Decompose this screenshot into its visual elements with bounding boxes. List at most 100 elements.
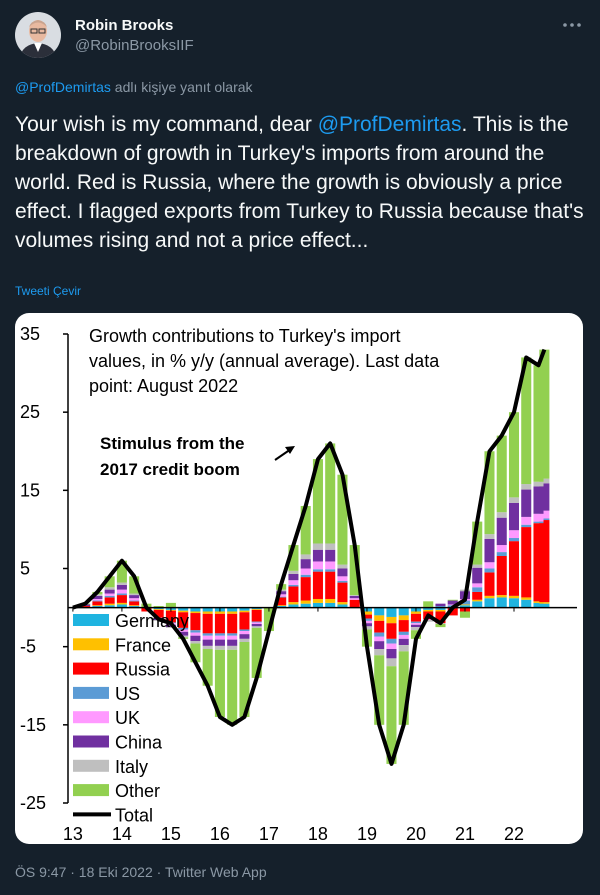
bar-segment	[251, 609, 262, 610]
bar-segment	[410, 613, 421, 622]
legend-swatch	[73, 638, 109, 651]
bar-segment	[337, 474, 348, 565]
bar-segment	[337, 581, 348, 583]
legend-swatch	[73, 711, 109, 724]
bar-segment	[239, 638, 250, 642]
bar-segment	[349, 598, 360, 600]
bar-segment	[521, 599, 532, 608]
bar-segment	[227, 645, 238, 650]
bar-segment	[386, 616, 397, 624]
bar-segment	[239, 641, 250, 718]
tweet-text: Your wish is my command, dear @ProfDemir…	[15, 110, 587, 255]
bar-segment	[104, 576, 115, 588]
y-tick-label: -5	[20, 637, 36, 657]
bar-segment	[300, 577, 311, 601]
bar-segment	[325, 598, 336, 603]
bar-segment	[116, 604, 127, 608]
bar-segment	[116, 602, 127, 605]
bar-segment	[447, 604, 458, 606]
bar-segment	[288, 604, 299, 608]
bar-segment	[227, 633, 238, 636]
bar-segment	[539, 603, 550, 608]
bar-segment	[92, 600, 103, 602]
x-tick-label: 18	[308, 824, 328, 844]
bar-segment	[521, 489, 532, 517]
bar-segment	[435, 607, 446, 610]
bar-segment	[239, 629, 250, 632]
more-button[interactable]	[562, 20, 582, 30]
bar-segment	[447, 607, 458, 616]
bar-segment	[325, 602, 336, 608]
bar-segment	[239, 610, 250, 613]
bar-segment	[178, 607, 189, 611]
bar-segment	[521, 484, 532, 490]
bar-segment	[104, 587, 115, 590]
bar-segment	[92, 595, 103, 599]
bar-segment	[539, 602, 550, 604]
bar-segment	[288, 586, 299, 603]
bar-segment	[214, 649, 225, 718]
bar-segment	[374, 620, 385, 633]
bar-segment	[374, 655, 385, 725]
bar-segment	[539, 483, 550, 511]
bar-segment	[539, 349, 550, 479]
bar-segment	[202, 633, 213, 636]
annotation: 2017 credit boom	[100, 460, 240, 479]
bar-segment	[496, 555, 507, 596]
bar-segment	[153, 607, 164, 610]
bar-segment	[410, 621, 421, 624]
author-handle[interactable]: @RobinBrooksIIF	[75, 37, 194, 54]
bar-segment	[288, 602, 299, 605]
bar-segment	[398, 607, 409, 616]
y-tick-label: 15	[20, 480, 40, 500]
avatar[interactable]	[15, 12, 61, 58]
bar-segment	[312, 602, 323, 608]
bar-segment	[435, 623, 446, 628]
bar-segment	[251, 623, 262, 627]
bar-segment	[325, 543, 336, 550]
bar-segment	[539, 510, 550, 519]
bar-segment	[533, 521, 544, 524]
bar-segment	[533, 481, 544, 487]
legend-label: US	[115, 684, 140, 704]
bar-segment	[533, 602, 544, 608]
bar-segment	[239, 612, 250, 630]
bar-segment	[300, 559, 311, 569]
bar-segment	[227, 613, 238, 634]
bar-segment	[165, 602, 176, 608]
bar-segment	[190, 635, 201, 642]
x-tick-label: 20	[406, 824, 426, 844]
bar-segment	[496, 435, 507, 513]
bar-segment	[539, 520, 550, 603]
bar-segment	[459, 604, 471, 606]
bar-segment	[472, 564, 483, 568]
bar-segment	[312, 571, 323, 599]
bar-segment	[533, 486, 544, 514]
bar-segment	[104, 597, 115, 604]
mention-link[interactable]: @ProfDemirtas	[15, 79, 111, 95]
bar-segment	[312, 598, 323, 603]
bar-segment	[92, 594, 103, 596]
bar-segment	[325, 571, 336, 599]
bar-segment	[276, 591, 287, 595]
bar-segment	[227, 649, 238, 725]
x-tick-label: 19	[357, 824, 377, 844]
bar-segment	[202, 607, 213, 612]
chart[interactable]: -25 -15 -5 5 15 25 35 13 14 15 16 17 18 19 20 21 22 Growt…	[15, 313, 583, 844]
bar-segment	[214, 635, 225, 640]
bar-segment	[325, 549, 336, 562]
bar-segment	[153, 609, 164, 618]
chart-title: point: August 2022	[89, 376, 238, 396]
bar-segment	[288, 580, 299, 585]
y-tick-label: -15	[20, 715, 46, 735]
translate-link[interactable]: Tweeti Çevir	[15, 284, 82, 298]
bar-segment	[325, 569, 336, 572]
bar-segment	[374, 636, 385, 642]
author-name[interactable]: Robin Brooks	[75, 17, 174, 34]
bar-segment	[202, 639, 213, 646]
bar-segment	[472, 583, 483, 588]
bar-segment	[484, 598, 495, 608]
bar-segment	[484, 595, 495, 599]
bar-segment	[178, 627, 189, 630]
mention-link[interactable]: @ProfDemirtas	[317, 113, 462, 136]
